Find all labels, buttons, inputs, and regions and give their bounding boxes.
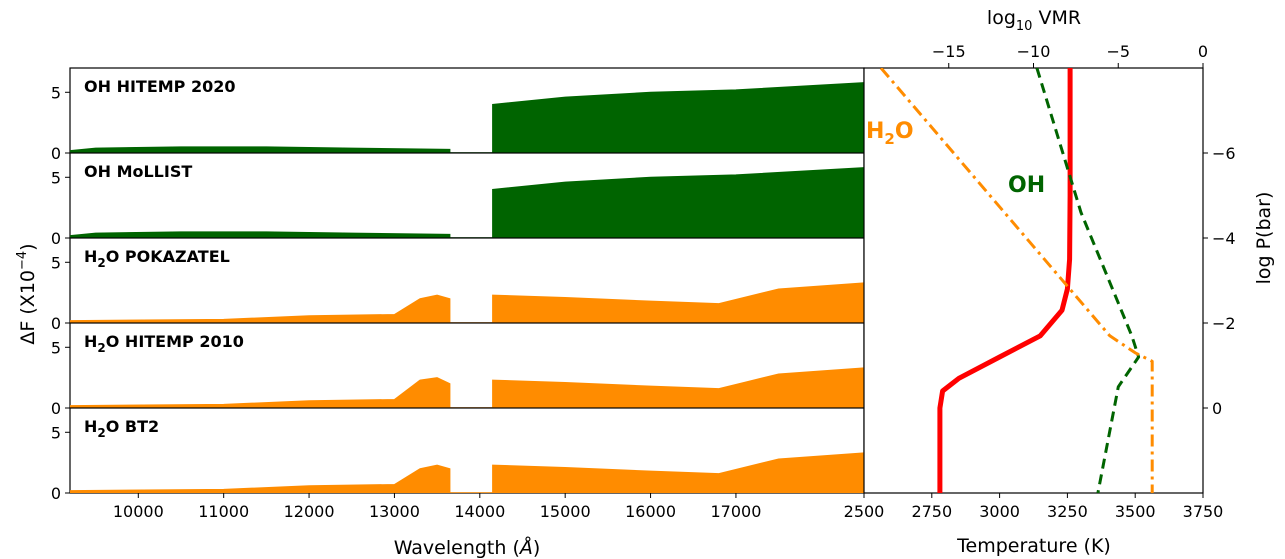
x-tick-label: 11000 [198,502,249,521]
panel-label-molecule: H [84,417,97,436]
spectrum-panel-4: 0 5 H2O HITEMP 2010 [51,322,865,418]
y-tick-label: 0 [51,484,61,503]
y-tick-label: 5 [51,83,61,102]
left-y-axis-label: ΔF (X10−4) [15,243,39,344]
y-tick-label: 5 [51,168,61,187]
spectrum-envelope-2 [492,82,864,153]
panel-label-molecule: OH [84,162,111,181]
panel-label-molecule: H [84,332,97,351]
pressure-tick-label: −6 [1212,144,1236,163]
spectrum-panel-2: 0 5 OH MoLLIST [51,152,865,248]
vmr-profile-line-3 [879,68,1154,493]
spectrum-envelope-2 [492,452,864,493]
y-tick-label: 0 [51,314,61,333]
x-tick-label: 10000 [113,502,164,521]
x-tick-label: 14000 [454,502,505,521]
panel-label-linelist: O POKAZATEL [106,247,230,266]
species-label-rest: O [895,119,914,144]
temperature-tick-label: 3500 [1115,502,1156,521]
vmr-tick-label: −15 [932,42,966,61]
y-tick-label: 5 [51,253,61,272]
panel-label-molecule: OH [84,77,111,96]
x-tick-label: 15000 [540,502,591,521]
spectrum-envelope-2 [492,167,864,238]
y-tick-label: 5 [51,423,61,442]
spectrum-envelope-2 [492,367,864,408]
panel-label: H2O HITEMP 2010 [84,332,244,355]
y-tick-label: 5 [51,338,61,357]
vmr-tick-label: −10 [1017,42,1051,61]
y-tick-label: 0 [51,229,61,248]
spectrum-panel-1: 0 5 OH HITEMP 2020 [51,67,865,163]
panel-label-linelist: O HITEMP 2010 [106,332,244,351]
temperature-tick-label: 2500 [844,502,885,521]
x-tick-label: 16000 [625,502,676,521]
species-label-2: H2O [866,119,914,148]
panel-label-molecule: H [84,247,97,266]
left-x-axis-label: Wavelength (Å) [394,536,541,559]
spectrum-data [70,82,864,153]
temperature-tick-label: 2750 [911,502,952,521]
y-tick-label: 0 [51,399,61,418]
vmr-profile-line-2 [1035,68,1141,493]
pressure-tick-label: 0 [1212,399,1222,418]
vmr-tick-label: 0 [1198,42,1208,61]
species-label-molecule: OH [1008,173,1045,198]
species-label-molecule: H [866,119,884,144]
species-label-subscript: 2 [884,130,894,148]
panel-label-subscript: 2 [97,256,105,270]
temperature-tick-label: 3750 [1183,502,1224,521]
top-x-axis-label: log10 VMR [987,7,1081,34]
panel-label-linelist: O BT2 [106,417,159,436]
pressure-tick-label: −4 [1212,229,1236,248]
temperature-profile-line-1 [937,68,1073,493]
spectrum-panel-3: 0 5 H2O POKAZATEL [51,237,865,333]
spectrum-panel-5: 0 5 H2O BT2 [51,407,865,503]
panel-label: H2O BT2 [84,417,159,440]
panel-label: H2O POKAZATEL [84,247,230,270]
panel-label: OH MoLLIST [84,162,192,181]
spectrum-envelope-1 [70,464,451,493]
right-x-axis-label: Temperature (K) [956,535,1111,557]
spectrum-data [70,282,864,323]
spectrum-envelope-1 [70,377,451,408]
species-label-1: OH [1008,173,1045,198]
spectrum-data [70,452,864,493]
panel-label-subscript: 2 [97,426,105,440]
panel-label-linelist: MoLLIST [111,162,192,181]
temperature-tick-label: 3250 [1047,502,1088,521]
pressure-tick-label: −2 [1212,314,1236,333]
vmr-tick-label: −5 [1106,42,1130,61]
spectrum-envelope-1 [70,146,451,153]
spectrum-data [70,167,864,238]
temperature-tick-label: 3000 [979,502,1020,521]
y-tick-label: 0 [51,144,61,163]
spectrum-envelope-1 [70,231,451,238]
panel-label-subscript: 2 [97,341,105,355]
x-tick-label: 17000 [710,502,761,521]
spectrum-envelope-2 [492,282,864,323]
spectrum-data [70,367,864,408]
x-tick-label: 12000 [284,502,335,521]
panel-label-linelist: HITEMP 2020 [111,77,236,96]
spectrum-envelope-1 [70,294,451,323]
x-tick-label: 13000 [369,502,420,521]
right-y-axis-label: log P(bar) [1253,192,1275,285]
profile-data [879,68,1154,493]
panel-label: OH HITEMP 2020 [84,77,236,96]
